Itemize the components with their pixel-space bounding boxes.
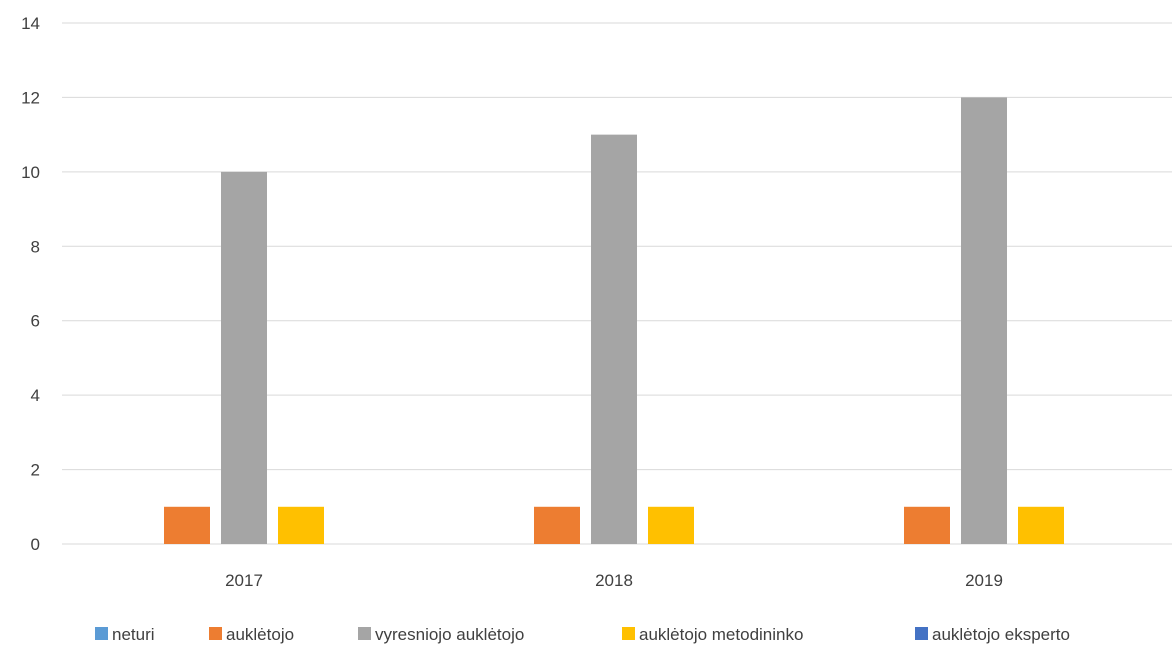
legend: neturi auklėtojo vyresniojo auklėtojo auklė… (95, 625, 1070, 644)
y-tick-label: 0 (31, 535, 40, 554)
bar (648, 506, 694, 544)
bar (904, 506, 950, 544)
legend-swatch (95, 627, 108, 640)
x-axis-ticks: 2017 2018 2019 (225, 571, 1003, 590)
x-tick-label: 2019 (965, 571, 1003, 590)
y-tick-label: 2 (31, 461, 40, 480)
x-tick-label: 2018 (595, 571, 633, 590)
y-axis-ticks: 0 2 4 6 8 10 12 14 (21, 14, 40, 554)
legend-item: vyresniojo auklėtojo (358, 625, 524, 644)
y-tick-label: 4 (31, 386, 40, 405)
legend-item: auklėtojo eksperto (915, 625, 1070, 644)
legend-label: auklėtojo (226, 625, 294, 644)
y-tick-label: 10 (21, 163, 40, 182)
bars (164, 97, 1064, 544)
legend-swatch (915, 627, 928, 640)
bar (164, 506, 210, 544)
legend-swatch (622, 627, 635, 640)
y-tick-label: 6 (31, 312, 40, 331)
legend-swatch (209, 627, 222, 640)
legend-label: vyresniojo auklėtojo (375, 625, 524, 644)
y-tick-label: 8 (31, 237, 40, 256)
y-tick-label: 14 (21, 14, 40, 33)
bar (534, 506, 580, 544)
legend-item: neturi (95, 625, 155, 644)
bar (278, 506, 324, 544)
y-tick-label: 12 (21, 88, 40, 107)
legend-label: neturi (112, 625, 155, 644)
legend-swatch (358, 627, 371, 640)
legend-item: auklėtojo metodininko (622, 625, 803, 644)
legend-label: auklėtojo metodininko (639, 625, 803, 644)
bar (591, 134, 637, 544)
x-tick-label: 2017 (225, 571, 263, 590)
bar (221, 171, 267, 544)
bar (961, 97, 1007, 544)
bar (1018, 506, 1064, 544)
legend-label: auklėtojo eksperto (932, 625, 1070, 644)
legend-item: auklėtojo (209, 625, 294, 644)
